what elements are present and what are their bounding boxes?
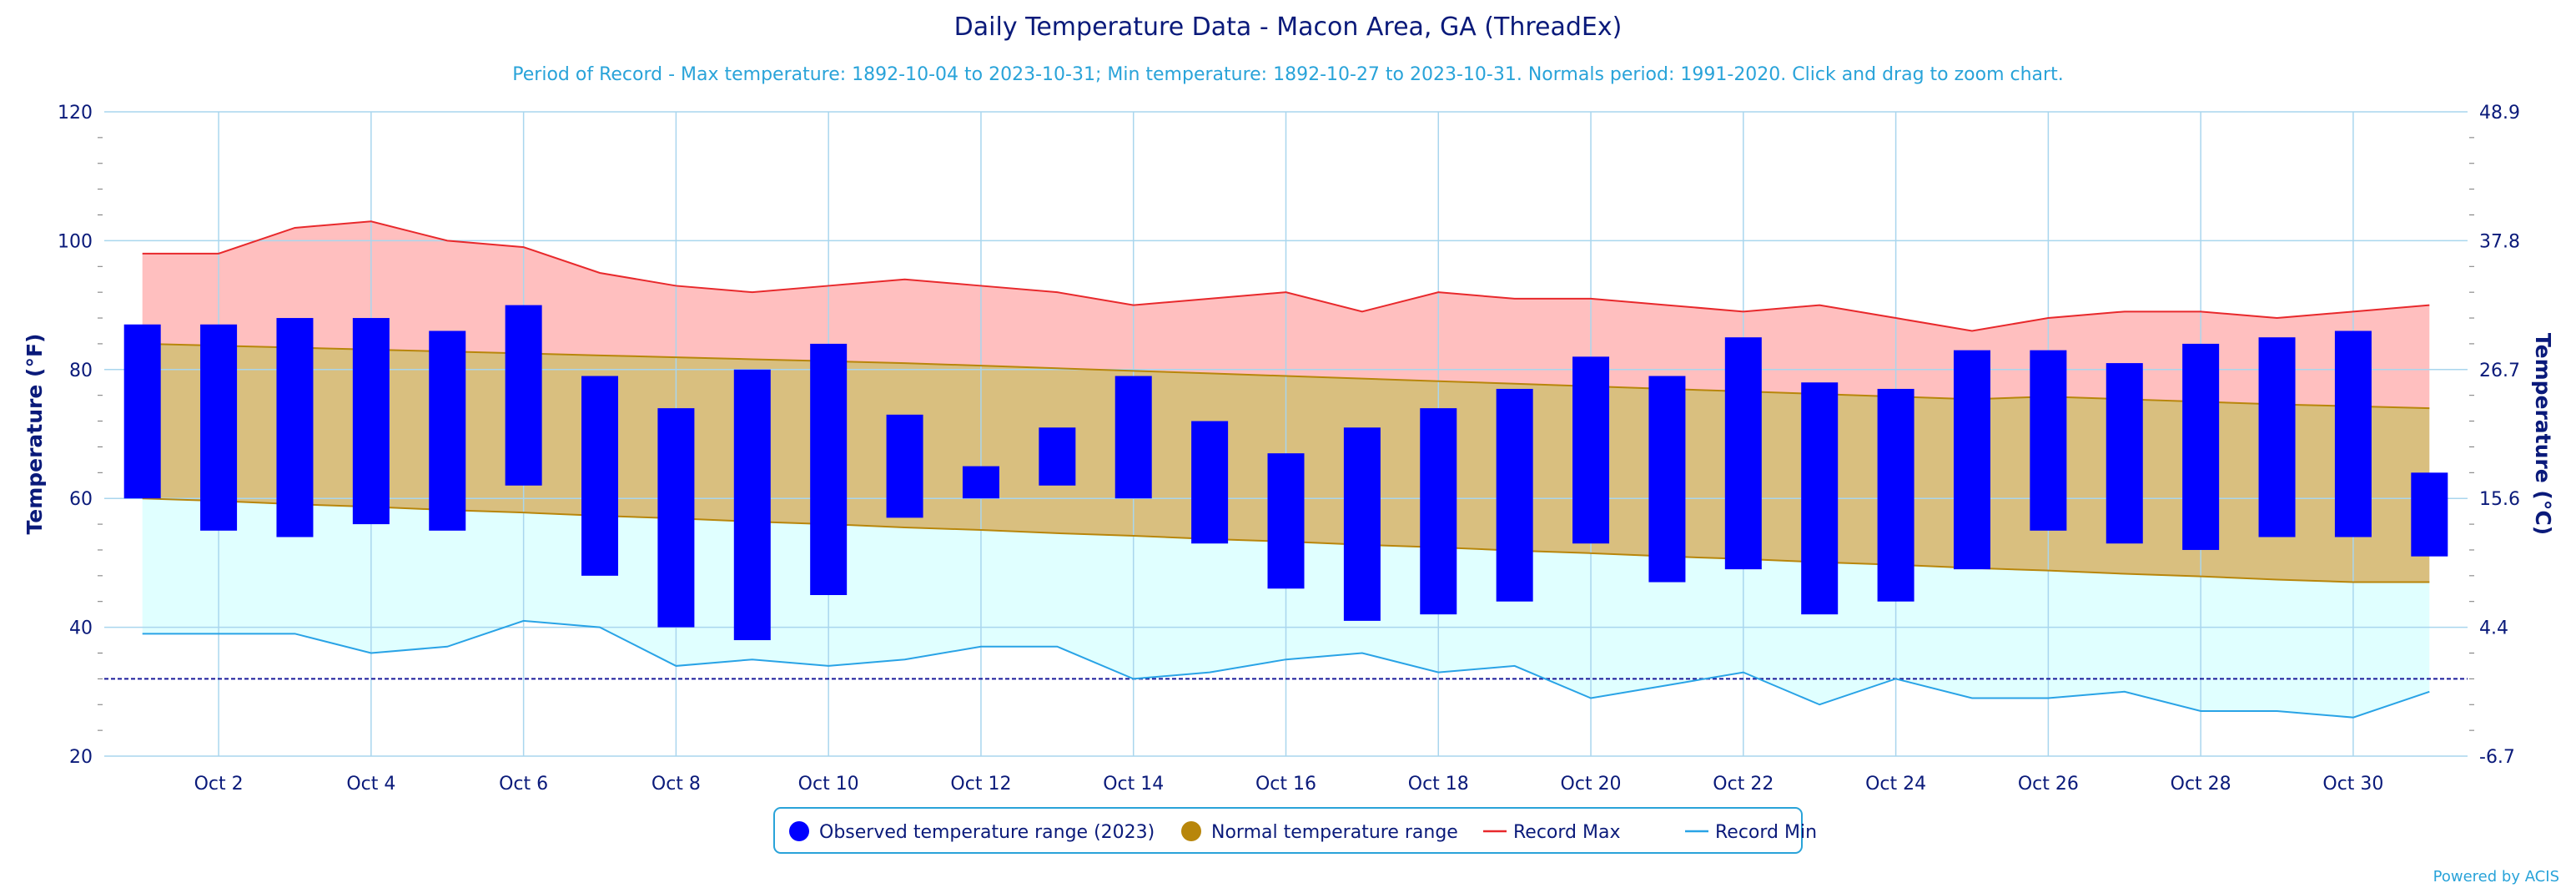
y-tick-label-left: 80: [69, 361, 93, 381]
y-tick-label-right: -6.7: [2479, 747, 2515, 768]
observed-bar[interactable]: [2258, 337, 2296, 537]
observed-bar[interactable]: [1343, 427, 1381, 621]
x-tick-label: Oct 8: [652, 774, 701, 795]
observed-bar[interactable]: [123, 324, 161, 499]
observed-bar[interactable]: [1191, 421, 1229, 544]
y-tick-label-right: 15.6: [2479, 489, 2520, 510]
observed-bar[interactable]: [200, 324, 238, 531]
x-axis-ticks: Oct 2 Oct 4 Oct 6 Oct 8 Oct 10 Oct 12 Oct 14 Oc…: [194, 774, 2384, 795]
legend-box: [773, 807, 1803, 854]
observed-bar[interactable]: [2182, 343, 2220, 550]
observed-bar[interactable]: [1648, 376, 1686, 583]
legend-item[interactable]: Observed temperature range (2023): [789, 821, 1155, 843]
chart-title: Daily Temperature Data - Macon Area, GA …: [954, 13, 1623, 42]
legend-label: Normal temperature range: [1211, 822, 1458, 843]
x-tick-label: Oct 28: [2171, 774, 2231, 795]
x-tick-label: Oct 4: [346, 774, 395, 795]
y-tick-label-left: 20: [69, 747, 93, 768]
powered-by-credit[interactable]: Powered by ACIS: [2433, 868, 2559, 885]
observed-bar[interactable]: [1114, 376, 1152, 499]
x-tick-label: Oct 2: [194, 774, 244, 795]
y-axis-right-title: Temperature (°C): [2531, 333, 2555, 535]
legend-item[interactable]: Normal temperature range: [1181, 821, 1458, 843]
x-tick-label: Oct 10: [798, 774, 859, 795]
observed-bar[interactable]: [1724, 337, 1762, 570]
observed-bar[interactable]: [1877, 388, 1914, 602]
normal-legend-icon: [1181, 821, 1201, 841]
observed-bar[interactable]: [276, 318, 314, 537]
observed-bar[interactable]: [505, 305, 542, 486]
y-tick-label-right: 48.9: [2479, 103, 2520, 124]
observed-bar[interactable]: [1953, 350, 1990, 570]
observed-bar[interactable]: [1572, 356, 1610, 544]
observed-bar[interactable]: [2106, 363, 2143, 544]
y-tick-label-right: 26.7: [2479, 361, 2520, 381]
y-tick-label-left: 60: [69, 489, 93, 510]
legend-label: Record Min: [1715, 822, 1817, 843]
observed-bar[interactable]: [2030, 350, 2067, 531]
observed-legend-icon: [789, 821, 809, 841]
x-tick-label: Oct 22: [1713, 774, 1774, 795]
y-tick-label-left: 100: [58, 231, 93, 252]
observed-bar[interactable]: [810, 343, 848, 595]
y-tick-label-left: 40: [69, 618, 93, 639]
observed-bar[interactable]: [1496, 388, 1533, 602]
legend[interactable]: Observed temperature range (2023) Normal …: [773, 807, 1817, 854]
y-axis-left-ticks: 20 40 60 80 100 120: [58, 103, 93, 768]
observed-bar[interactable]: [1801, 382, 1839, 615]
observed-bar[interactable]: [581, 376, 619, 576]
legend-item[interactable]: Record Max: [1483, 822, 1621, 843]
record-min-line[interactable]: [142, 619, 2430, 719]
observed-bar[interactable]: [886, 414, 923, 518]
observed-bar[interactable]: [1039, 427, 1076, 486]
legend-label: Observed temperature range (2023): [819, 822, 1155, 843]
y-tick-label-right: 4.4: [2479, 618, 2508, 639]
record-lines: [142, 220, 2430, 719]
x-tick-label: Oct 24: [1865, 774, 1926, 795]
observed-bar[interactable]: [1267, 453, 1305, 589]
observed-bar[interactable]: [2411, 472, 2448, 557]
observed-bars[interactable]: [123, 305, 2448, 641]
x-tick-label: Oct 14: [1103, 774, 1164, 795]
legend-item[interactable]: Record Min: [1685, 822, 1817, 843]
record-max-line[interactable]: [142, 220, 2430, 332]
legend-label: Record Max: [1513, 822, 1621, 843]
observed-bar[interactable]: [352, 318, 390, 525]
chart-subtitle: Period of Record - Max temperature: 1892…: [512, 64, 2063, 85]
y-tick-label-left: 120: [58, 103, 93, 124]
x-tick-label: Oct 18: [1408, 774, 1469, 795]
observed-bar[interactable]: [1420, 408, 1457, 615]
y-axis-right-ticks: -6.7 4.4 15.6 26.7 37.8 48.9: [2479, 103, 2520, 768]
observed-bar[interactable]: [657, 408, 695, 628]
y-tick-label-right: 37.8: [2479, 231, 2520, 252]
observed-bar[interactable]: [429, 330, 466, 531]
x-tick-label: Oct 20: [1561, 774, 1622, 795]
observed-bar[interactable]: [2334, 330, 2372, 537]
x-tick-label: Oct 16: [1255, 774, 1316, 795]
observed-bar[interactable]: [962, 466, 999, 499]
x-tick-label: Oct 30: [2322, 774, 2383, 795]
x-tick-label: Oct 26: [2018, 774, 2079, 795]
y-axis-left-title: Temperature (°F): [23, 334, 47, 535]
observed-bar[interactable]: [733, 369, 771, 641]
x-tick-label: Oct 6: [499, 774, 548, 795]
x-tick-label: Oct 12: [950, 774, 1011, 795]
